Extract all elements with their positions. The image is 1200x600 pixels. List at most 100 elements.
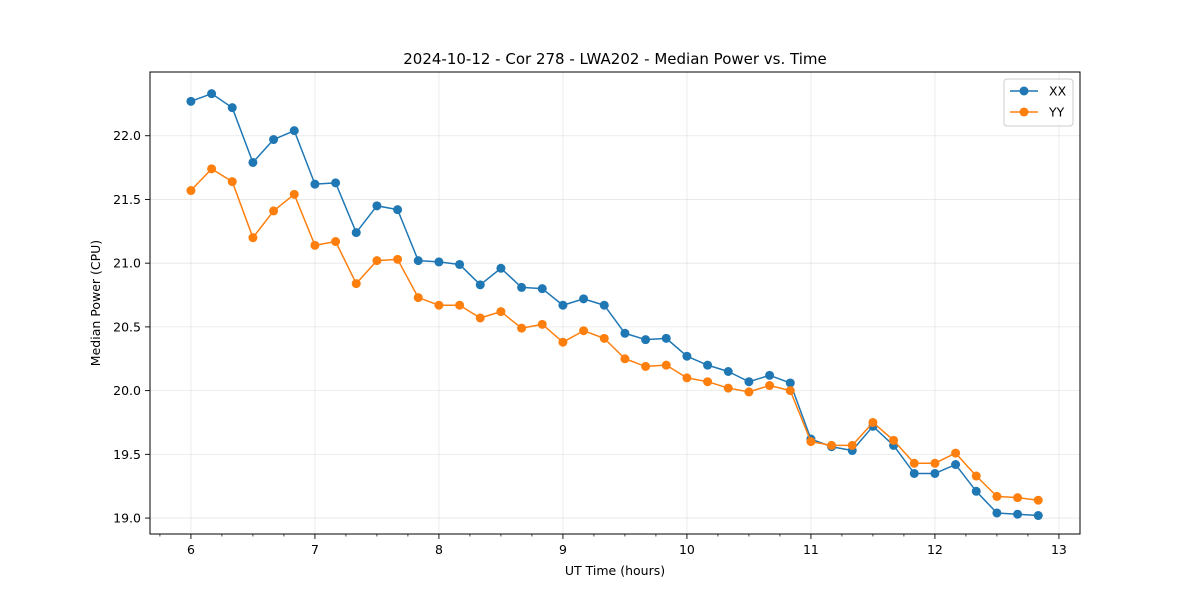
x-tick-label: 7 — [311, 542, 319, 557]
data-point-xx — [661, 333, 671, 343]
data-point-xx — [723, 367, 733, 377]
data-point-xx — [393, 205, 403, 215]
data-point-xx — [517, 282, 527, 292]
data-point-xx — [455, 259, 465, 269]
data-point-xx — [537, 284, 547, 294]
data-point-xx — [599, 300, 609, 310]
data-point-yy — [558, 337, 568, 347]
legend-label-yy: YY — [1048, 105, 1065, 120]
data-point-yy — [992, 491, 1002, 501]
data-point-yy — [661, 360, 671, 370]
legend: XX YY — [1003, 78, 1074, 127]
data-point-yy — [765, 381, 775, 391]
data-point-xx — [434, 257, 444, 267]
data-point-yy — [744, 387, 754, 397]
y-axis-label: Median Power (CPU) — [88, 240, 103, 366]
data-point-xx — [331, 178, 341, 188]
legend-marker-yy — [1019, 107, 1029, 117]
data-point-xx — [351, 228, 361, 238]
data-point-xx — [744, 377, 754, 387]
data-point-xx — [248, 157, 258, 167]
data-point-yy — [806, 437, 816, 447]
data-point-xx — [496, 263, 506, 273]
x-tick-label: 8 — [435, 542, 443, 557]
data-point-yy — [682, 373, 692, 383]
data-point-xx — [971, 486, 981, 496]
series-yy — [186, 164, 1043, 505]
data-point-yy — [393, 254, 403, 264]
x-axis-label: UT Time (hours) — [565, 563, 665, 578]
data-point-xx — [992, 508, 1002, 518]
data-point-yy — [847, 440, 857, 450]
data-point-yy — [1033, 495, 1043, 505]
data-point-yy — [951, 448, 961, 458]
data-point-yy — [269, 206, 279, 216]
x-tick-label: 13 — [1051, 542, 1067, 557]
data-point-yy — [248, 233, 258, 243]
x-tick-label: 6 — [187, 542, 195, 557]
data-point-yy — [227, 177, 237, 187]
data-point-xx — [227, 103, 237, 113]
data-point-yy — [889, 435, 899, 445]
data-point-xx — [207, 89, 217, 99]
data-point-yy — [703, 377, 713, 387]
data-point-xx — [310, 179, 320, 189]
data-point-xx — [1013, 509, 1023, 519]
data-point-xx — [372, 201, 382, 211]
data-point-yy — [909, 458, 919, 468]
data-point-yy — [641, 361, 651, 371]
data-point-yy — [434, 300, 444, 310]
data-point-yy — [868, 417, 878, 427]
data-point-yy — [620, 354, 630, 364]
data-point-yy — [207, 164, 217, 174]
y-tick-label: 21.5 — [113, 192, 141, 207]
data-point-yy — [785, 386, 795, 396]
data-point-xx — [641, 335, 651, 345]
y-tick-label: 22.0 — [113, 128, 141, 143]
data-point-xx — [909, 468, 919, 478]
data-point-xx — [1033, 511, 1043, 521]
legend-label-xx: XX — [1049, 84, 1067, 99]
data-point-yy — [413, 293, 423, 303]
grid — [150, 72, 1080, 534]
data-point-xx — [413, 256, 423, 266]
x-tick-label: 11 — [803, 542, 819, 557]
y-tick-label: 19.0 — [113, 511, 141, 526]
data-point-yy — [331, 237, 341, 247]
y-tick-label: 20.5 — [113, 319, 141, 334]
data-point-xx — [682, 351, 692, 361]
data-point-yy — [351, 279, 361, 289]
data-point-yy — [372, 256, 382, 266]
data-point-xx — [620, 328, 630, 338]
data-point-yy — [289, 189, 299, 199]
data-point-xx — [703, 360, 713, 370]
chart-title: 2024-10-12 - Cor 278 - LWA202 - Median P… — [403, 50, 827, 68]
data-point-yy — [930, 458, 940, 468]
data-point-yy — [186, 186, 196, 196]
data-point-yy — [517, 323, 527, 333]
x-tick-label: 12 — [927, 542, 943, 557]
y-tick-label: 21.0 — [113, 256, 141, 271]
data-point-yy — [971, 471, 981, 481]
axis-ticks: 6 7 8 9 10 11 12 13 19.0 19.5 20.0 20.5 21.0 21.5 22.0 — [113, 128, 1067, 557]
data-point-xx — [930, 468, 940, 478]
data-point-yy — [496, 307, 506, 317]
data-point-yy — [827, 440, 837, 450]
data-point-xx — [186, 96, 196, 106]
y-tick-label: 20.0 — [113, 383, 141, 398]
data-point-yy — [310, 240, 320, 250]
plot-frame — [149, 71, 1081, 535]
data-point-yy — [455, 300, 465, 310]
data-point-yy — [537, 319, 547, 329]
data-point-yy — [723, 383, 733, 393]
data-point-xx — [951, 460, 961, 470]
data-point-xx — [765, 370, 775, 380]
data-point-yy — [579, 326, 589, 336]
data-point-xx — [269, 135, 279, 145]
x-tick-label: 10 — [679, 542, 695, 557]
y-tick-label: 19.5 — [113, 447, 141, 462]
data-point-xx — [579, 294, 589, 304]
data-point-xx — [558, 300, 568, 310]
